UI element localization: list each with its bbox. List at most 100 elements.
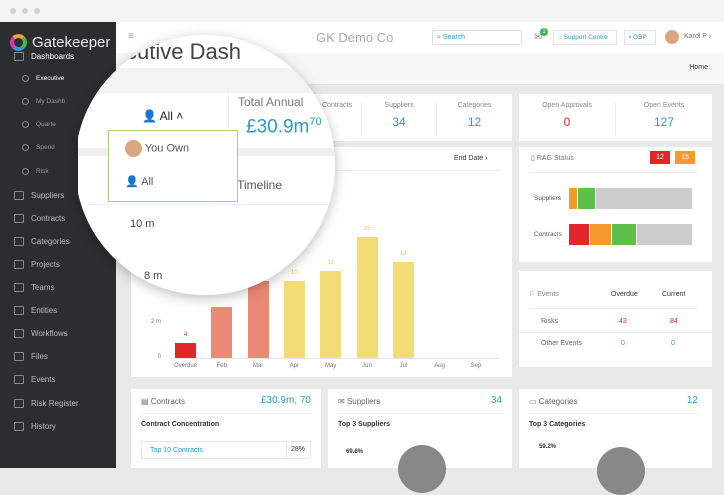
- sidebar-item-projects[interactable]: Projects: [14, 259, 60, 269]
- rag-segment[interactable]: [637, 224, 692, 245]
- x-tick-label: Sep: [470, 363, 482, 369]
- currency-label: GBP: [633, 34, 647, 41]
- sidebar-item-history[interactable]: History: [14, 421, 56, 431]
- rag-segment[interactable]: [590, 224, 611, 245]
- sidebar-item-dashboards[interactable]: Dashboards: [14, 52, 74, 61]
- stat-suppliers[interactable]: Suppliers 34: [361, 102, 436, 136]
- y-tick-label: 0: [157, 354, 161, 360]
- contracts-card-value[interactable]: £30.9m, 70: [260, 395, 311, 406]
- rag-segment[interactable]: [611, 224, 637, 245]
- y-tick-10m: 10 m: [130, 218, 155, 230]
- total-annual-value[interactable]: £30.9m70: [246, 116, 322, 138]
- sidebar-item-categories[interactable]: Categories: [14, 236, 70, 246]
- events-row[interactable]: Other Events 0 0: [519, 334, 712, 355]
- sidebar-item-label: Risk: [36, 167, 49, 175]
- top-categories-title: Top 3 Categories: [529, 421, 586, 428]
- mail-icon[interactable]: ✉: [534, 32, 543, 43]
- rag-segment[interactable]: [569, 224, 590, 245]
- sidebar-item-label: Quarte: [36, 121, 56, 129]
- sidebar-item-executive[interactable]: Executive: [22, 75, 64, 83]
- divider: [529, 308, 699, 309]
- sidebar-item-suppliers[interactable]: Suppliers: [14, 190, 64, 200]
- window-dot[interactable]: [22, 8, 28, 14]
- sidebar-item-label: Workflows: [31, 329, 68, 339]
- clock-icon: [14, 421, 24, 431]
- categories-card-title: ▭ Categories: [529, 397, 578, 406]
- logo[interactable]: Gatekeeper: [10, 34, 110, 51]
- bar-feb[interactable]: [211, 307, 233, 358]
- stat-open-events[interactable]: Open Events 127: [615, 102, 712, 136]
- rag-amber-badge[interactable]: 15: [675, 151, 695, 164]
- sidebar: Gatekeeper Dashboards Executive My Dashb Qu…: [0, 22, 116, 468]
- x-tick-label: Overdue: [173, 363, 197, 369]
- bar-mar[interactable]: [247, 281, 269, 358]
- y-tick-8m: 8 m: [144, 270, 163, 282]
- sidebar-item-contracts[interactable]: Contracts: [14, 213, 65, 223]
- filter-option-you-own[interactable]: You Own: [109, 131, 236, 165]
- sidebar-item-events[interactable]: Events: [14, 375, 55, 385]
- timeline-title: s Timeline: [228, 178, 283, 192]
- contracts-card-title: ▤ Contracts: [141, 397, 186, 406]
- app-name: Gatekeeper: [32, 34, 111, 51]
- sidebar-item-teams[interactable]: Teams: [14, 283, 55, 292]
- user-menu[interactable]: Karol P ›: [684, 33, 712, 40]
- y-tick-label: 2 m: [150, 319, 161, 325]
- suppliers-card-value[interactable]: 34: [490, 395, 502, 406]
- sidebar-item-quarte[interactable]: Quarte: [22, 121, 56, 129]
- rag-segment[interactable]: [569, 188, 577, 209]
- top-contracts-row[interactable]: Top 10 Contracts 28%: [141, 441, 311, 459]
- stat-label: Contracts: [322, 102, 352, 109]
- filter-option-all[interactable]: 👤 All: [109, 167, 236, 201]
- stat-label: Open Approvals: [542, 102, 592, 109]
- end-date-label: End Date: [454, 155, 484, 162]
- search-input[interactable]: ⌕ Search: [432, 30, 522, 45]
- sidebar-item-files[interactable]: Files: [14, 352, 48, 362]
- rag-title-text: RAG Status: [536, 155, 574, 162]
- bar-jun[interactable]: [356, 237, 378, 358]
- window-dot[interactable]: [10, 8, 16, 14]
- owner-filter-dropdown[interactable]: 👤 All ˄: [142, 109, 184, 123]
- top-suppliers-title: Top 3 Suppliers: [338, 421, 390, 428]
- stat-contracts[interactable]: Contracts: [322, 102, 360, 109]
- support-label: Support Centre: [563, 34, 608, 41]
- bar-may[interactable]: [320, 270, 342, 358]
- currency-button[interactable]: ▪ GBP: [624, 30, 656, 45]
- stat-open-approvals[interactable]: Open Approvals 0: [519, 102, 615, 129]
- sidebar-item-label: Entities: [31, 306, 58, 316]
- folder-icon: [14, 352, 24, 362]
- sidebar-item-risk[interactable]: Risk: [22, 167, 49, 175]
- rag-row-label: Suppliers: [534, 195, 562, 202]
- sidebar-item-entities[interactable]: Entities: [14, 306, 58, 316]
- row-label[interactable]: Top 10 Contracts: [150, 447, 203, 454]
- bar-overdue[interactable]: [175, 343, 196, 358]
- menu-icon[interactable]: ≡: [128, 31, 134, 42]
- page-title: GK Demo Co: [316, 30, 394, 45]
- bar-apr[interactable]: [283, 281, 305, 358]
- stat-label: Categories: [457, 102, 492, 109]
- stat-value: 12: [467, 115, 482, 129]
- project-icon: [14, 259, 24, 269]
- rag-red-badge[interactable]: 12: [650, 151, 670, 164]
- pie-chart: [398, 445, 446, 493]
- divider: [331, 170, 501, 171]
- divider: [529, 172, 699, 173]
- x-tick-label: Feb: [216, 363, 227, 369]
- stat-categories[interactable]: Categories 12: [436, 102, 512, 136]
- categories-card-value[interactable]: 12: [686, 395, 698, 406]
- support-centre-button[interactable]: ◌ Support Centre: [553, 30, 617, 45]
- sidebar-item-workflows[interactable]: Workflows: [14, 329, 68, 339]
- rag-segment[interactable]: [595, 188, 692, 209]
- rag-segment[interactable]: [577, 188, 595, 209]
- dashboard-icon: [22, 98, 29, 106]
- bar-jul[interactable]: [392, 261, 414, 358]
- sidebar-item-my-dashb[interactable]: My Dashb: [22, 98, 65, 106]
- pie-chart: [597, 447, 645, 495]
- window-dot[interactable]: [34, 8, 40, 14]
- avatar[interactable]: [665, 30, 679, 44]
- sidebar-item-spend[interactable]: Spend: [22, 144, 55, 152]
- breadcrumb-home[interactable]: Home: [689, 64, 708, 71]
- divider: [529, 413, 699, 414]
- end-date-sort[interactable]: End Date ›: [454, 155, 488, 162]
- events-row[interactable]: Risks 43 84: [519, 312, 712, 333]
- sidebar-item-risk-register[interactable]: Risk Register: [14, 398, 79, 408]
